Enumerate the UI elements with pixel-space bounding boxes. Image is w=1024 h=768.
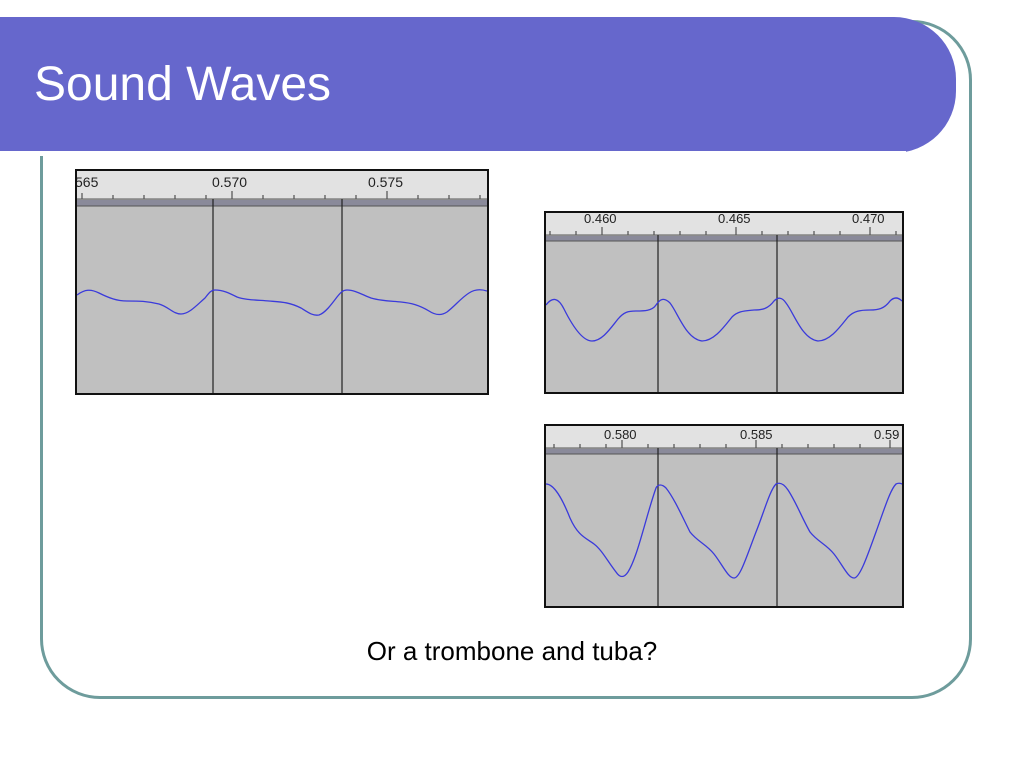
time-ruler: [546, 213, 902, 235]
track-header-bar: [546, 236, 902, 241]
ruler-ticks: [81, 191, 481, 199]
waveform-panel-3: 0.580 0.585 0.59: [544, 424, 904, 608]
time-ruler: [77, 171, 487, 199]
ruler-label-2: 0.465: [718, 213, 751, 226]
waveform-plot-3: 0.580 0.585 0.59: [546, 426, 902, 606]
waveform-trace-2: [546, 297, 902, 342]
slide-title: Sound Waves: [34, 58, 332, 111]
ruler-ticks: [553, 440, 891, 448]
ruler-label-3: 0.59: [874, 427, 899, 442]
waveform-trace-3: [546, 482, 902, 579]
ruler-label-1: 565: [77, 174, 99, 190]
slide-caption: Or a trombone and tuba?: [366, 636, 658, 666]
ruler-label-1: 0.580: [604, 427, 637, 442]
title-bar: Sound Waves: [0, 17, 956, 156]
track-header-bar: [77, 200, 487, 206]
ruler-label-2: 0.570: [212, 174, 247, 190]
ruler-label-3: 0.575: [368, 174, 403, 190]
ruler-label-3: 0.470: [852, 213, 885, 226]
title-underline: [0, 151, 906, 156]
waveform-panel-2: 0.460 0.465 0.470: [544, 211, 904, 394]
waveform-plot-1: 565 0.570 0.575: [77, 171, 487, 393]
waveform-trace-1: [77, 289, 487, 316]
waveform-panel-1: 565 0.570 0.575: [75, 169, 489, 395]
ruler-label-1: 0.460: [584, 213, 617, 226]
ruler-label-2: 0.585: [740, 427, 773, 442]
time-ruler: [546, 426, 902, 448]
waveform-plot-2: 0.460 0.465 0.470: [546, 213, 902, 392]
ruler-ticks: [549, 227, 897, 235]
track-header-bar: [546, 449, 902, 454]
